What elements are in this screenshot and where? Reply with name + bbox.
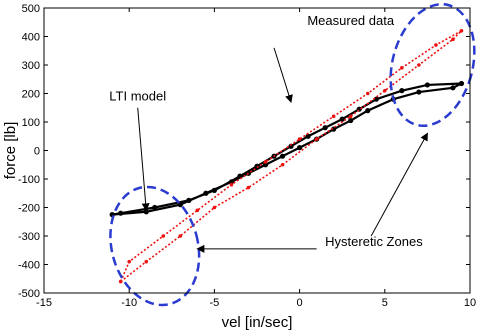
lti-model-point [365, 91, 370, 96]
measured-data-point [186, 197, 192, 203]
arrow-measured-data [273, 47, 293, 104]
x-tick-label: 0 [297, 297, 303, 309]
measured-data-point [373, 96, 379, 102]
lti-model-point [314, 137, 319, 141]
measured-data-point [399, 88, 405, 94]
lti-model-point [348, 114, 353, 119]
lti-model-point [417, 63, 421, 67]
y-tick-label: -100 [18, 174, 40, 186]
lti-model-point [246, 185, 251, 190]
lti-model-point [118, 279, 123, 284]
lti-model-trace [119, 29, 463, 283]
measured-data-point [322, 125, 328, 131]
lti-model-point [400, 66, 404, 70]
measured-data-point [118, 210, 124, 216]
measured-data-point [152, 204, 158, 211]
measured-data-point [365, 108, 371, 114]
lti-model-point [144, 259, 149, 264]
annotation-measured-data: Measured data [307, 13, 394, 28]
arrow-hysteretic-right [370, 132, 428, 237]
x-tick-label: 5 [382, 297, 388, 309]
lti-model-point [263, 160, 268, 164]
x-axis-title: vel [in/sec] [222, 314, 293, 331]
y-tick-label: -300 [18, 231, 40, 243]
lti-model-point [212, 205, 217, 210]
measured-data-point [254, 163, 260, 169]
lti-model-point [383, 88, 387, 93]
measured-data-point [450, 85, 456, 91]
x-tick-label: -5 [210, 297, 220, 309]
measured-data-point [203, 190, 209, 196]
y-tick-label: -200 [18, 203, 40, 215]
y-axis-title: force [lb] [2, 122, 19, 180]
y-tick-label: -500 [18, 288, 40, 300]
lti-model-point [459, 29, 464, 33]
measured-data-point [416, 89, 422, 95]
hysteretic-zone-ellipse-left [109, 185, 201, 307]
measured-data-point [297, 145, 303, 151]
annotation-lti-model: LTI model [109, 89, 166, 104]
lti-model-point [434, 43, 438, 47]
lti-model-point [280, 162, 285, 167]
measured-data-point [458, 80, 465, 87]
y-tick-label: 200 [22, 89, 40, 101]
arrow-lti-model [137, 107, 150, 212]
lti-model-point [195, 208, 200, 213]
lti-model-point [229, 182, 234, 187]
measured-data-point [331, 126, 337, 132]
measured-data-point [424, 82, 430, 88]
y-tick-label: 0 [34, 146, 40, 158]
lti-model-point [127, 259, 131, 264]
measured-data-point [348, 117, 354, 124]
y-tick-label: -400 [18, 260, 40, 272]
hysteretic-zone-ellipse-right [389, 2, 476, 128]
measured-data-point [279, 153, 286, 159]
lti-model-point [297, 137, 302, 141]
y-tick-label: 500 [22, 3, 40, 15]
x-tick-label: 10 [464, 297, 476, 309]
plot-frame [43, 7, 471, 294]
y-tick-label: 100 [22, 117, 40, 129]
measured-data-point [305, 133, 311, 139]
annotation-hysteretic-zones: Hysteretic Zones [325, 234, 423, 249]
y-tick-label: 300 [22, 60, 40, 72]
measured-data-point [288, 143, 294, 149]
x-tick-label: -15 [36, 297, 52, 309]
x-tick-label: -10 [121, 297, 137, 309]
measured-data-point [211, 187, 217, 193]
lti-model-point [331, 114, 336, 119]
measured-data-point [339, 116, 345, 122]
lti-model-point [451, 37, 455, 42]
y-tick-label: 400 [22, 32, 40, 44]
measured-data-point [228, 179, 235, 185]
lti-model-point [178, 234, 183, 238]
lti-model-point [161, 234, 166, 238]
